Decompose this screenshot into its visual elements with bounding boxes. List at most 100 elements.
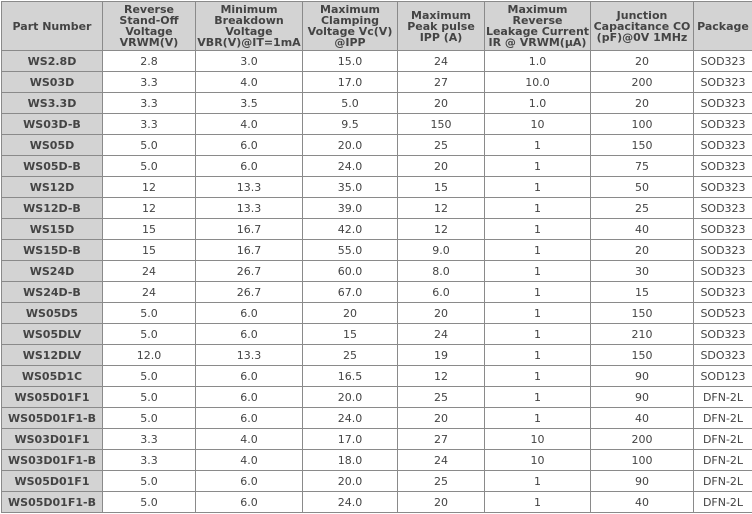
table-cell: 15 [102,239,196,261]
part-number-cell: WS12D-B [1,197,103,219]
part-number-cell: WS03D01F1 [1,428,103,450]
table-cell: 25 [397,134,485,156]
column-header: Maximum Peak pulse IPP (A) [397,1,485,51]
column-header: Package [693,1,752,51]
table-cell: 6.0 [397,281,485,303]
table-cell: 12 [397,197,485,219]
table-cell: 1.0 [484,92,591,114]
table-cell: 26.7 [195,281,303,303]
part-number-cell: WS12D [1,176,103,198]
table-cell: SOD323 [693,50,752,72]
table-cell: 1 [484,491,591,513]
table-row: WS24D-B 24 26.7 67.0 6.0 1 15 SOD323 [1,281,752,303]
table-cell: 1 [484,386,591,408]
part-number-cell: WS05D1C [1,365,103,387]
part-number-cell: WS05D5 [1,302,103,324]
table-cell: 3.5 [195,92,303,114]
table-cell: 15.0 [302,50,398,72]
table-cell: 2.8 [102,50,196,72]
part-number-cell: WS24D [1,260,103,282]
table-row: WS05D01F1-B 5.0 6.0 24.0 20 1 40 DFN-2L [1,491,752,513]
part-number-cell: WS15D-B [1,239,103,261]
table-cell: 6.0 [195,470,303,492]
table-cell: 1 [484,134,591,156]
table-cell: 5.0 [102,470,196,492]
table-row: WS05D5 5.0 6.0 20 20 1 150 SOD523 [1,302,752,324]
table-cell: 1 [484,407,591,429]
table-cell: 10 [484,449,591,471]
table-cell: 3.3 [102,113,196,135]
table-cell: 6.0 [195,134,303,156]
table-cell: 1 [484,323,591,345]
table-cell: 100 [590,449,694,471]
table-cell: 20.0 [302,470,398,492]
table-cell: 24.0 [302,407,398,429]
table-row: WS12D-B 12 13.3 39.0 12 1 25 SOD323 [1,197,752,219]
table-cell: 27 [397,428,485,450]
table-cell: 13.3 [195,197,303,219]
table-cell: 150 [397,113,485,135]
table-cell: 20 [590,50,694,72]
table-cell: 20 [397,491,485,513]
column-header: Reverse Stand-Off Voltage VRWM(V) [102,1,196,51]
table-cell: 12 [102,176,196,198]
table-cell: 1 [484,239,591,261]
table-cell: 15 [590,281,694,303]
table-cell: SOD523 [693,302,752,324]
part-number-cell: WS05DLV [1,323,103,345]
table-row: WS24D 24 26.7 60.0 8.0 1 30 SOD323 [1,260,752,282]
table-cell: 1 [484,155,591,177]
table-cell: 200 [590,428,694,450]
table-cell: 24 [102,281,196,303]
table-cell: 8.0 [397,260,485,282]
table-row: WS05D 5.0 6.0 20.0 25 1 150 SOD323 [1,134,752,156]
table-cell: DFN-2L [693,470,752,492]
table-cell: 100 [590,113,694,135]
table-cell: 12.0 [102,344,196,366]
table-cell: 1.0 [484,50,591,72]
table-cell: 20 [302,302,398,324]
column-header: Part Number [1,1,103,51]
table-cell: 25 [590,197,694,219]
table-cell: 5.0 [102,302,196,324]
table-cell: 1 [484,260,591,282]
table-cell: 1 [484,218,591,240]
table-cell: 1 [484,197,591,219]
table-cell: 24 [102,260,196,282]
table-cell: DFN-2L [693,407,752,429]
part-number-cell: WS2.8D [1,50,103,72]
table-cell: 5.0 [102,491,196,513]
table-cell: 6.0 [195,365,303,387]
table-cell: 9.0 [397,239,485,261]
table-cell: DFN-2L [693,386,752,408]
table-cell: SOD323 [693,281,752,303]
part-number-cell: WS05D01F1-B [1,491,103,513]
table-cell: SOD323 [693,176,752,198]
table-row: WS15D-B 15 16.7 55.0 9.0 1 20 SOD323 [1,239,752,261]
column-header: Minimum Breakdown Voltage VBR(V)@IT=1mA [195,1,303,51]
table-cell: 25 [302,344,398,366]
table-cell: 15 [302,323,398,345]
part-number-cell: WS05D [1,134,103,156]
table-cell: 50 [590,176,694,198]
table-cell: 90 [590,365,694,387]
table-cell: 1 [484,176,591,198]
table-cell: 150 [590,134,694,156]
table-cell: 30 [590,260,694,282]
table-cell: 12 [397,218,485,240]
table-cell: 25 [397,470,485,492]
table-cell: 75 [590,155,694,177]
table-cell: 150 [590,302,694,324]
header-row: Part Number Reverse Stand-Off Voltage VRW… [1,1,752,51]
part-number-cell: WS05D01F1 [1,386,103,408]
table-row: WS05D01F1 5.0 6.0 20.0 25 1 90 DFN-2L [1,386,752,408]
table-cell: 200 [590,71,694,93]
table-cell: 40 [590,218,694,240]
table-cell: 6.0 [195,302,303,324]
table-cell: 16.5 [302,365,398,387]
table-cell: DFN-2L [693,491,752,513]
part-number-cell: WS3.3D [1,92,103,114]
table-cell: 20 [590,239,694,261]
table-cell: 13.3 [195,176,303,198]
table-row: WS05D-B 5.0 6.0 24.0 20 1 75 SOD323 [1,155,752,177]
